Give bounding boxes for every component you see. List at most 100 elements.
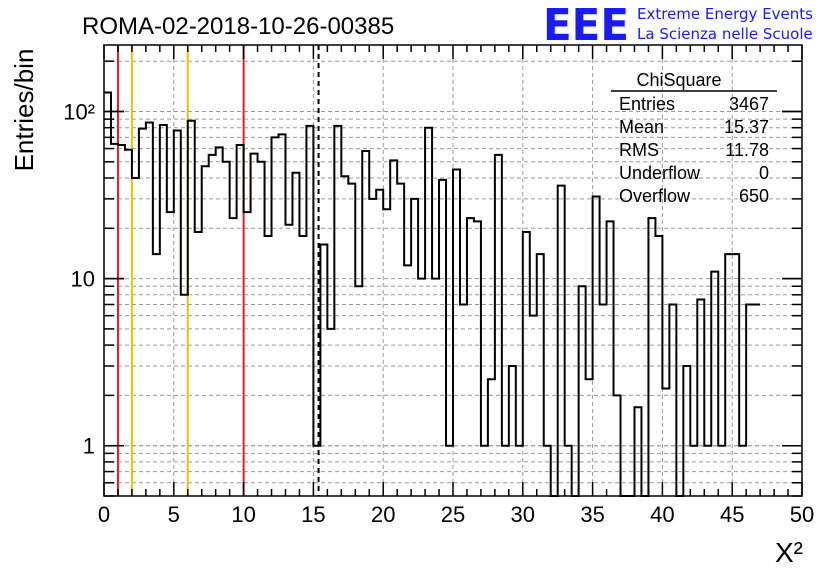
logo-line-2: La Scienza nelle Scuole [637,25,813,43]
histogram-bin [369,199,376,496]
histogram-bin [195,232,202,496]
stats-row-label: Mean [619,117,664,137]
histogram-bin [174,130,181,496]
stats-row-value: 0 [759,163,769,183]
histogram-bin [467,218,474,496]
histogram-bin [132,178,139,496]
x-tick-label: 45 [720,502,744,527]
histogram-outline [104,91,761,497]
x-tick-labels: 0 5 10 15 20 25 30 35 40 45 50 [98,502,814,527]
stats-row-label: Underflow [619,163,701,183]
x-tick-label: 10 [231,502,255,527]
stats-row-value: 650 [739,186,769,206]
histogram-bin [725,254,732,496]
x-tick-label: 50 [790,502,814,527]
histogram-bin [348,184,355,496]
stats-row-label: Entries [619,94,675,114]
reference-lines [116,45,320,496]
histogram-bin [188,121,195,496]
x-tick-label: 30 [511,502,535,527]
histogram-bin [341,176,348,496]
eee-logo: EEE Extreme Energy Events La Scienza nel… [543,0,813,51]
eee-logo-mark: EEE [543,0,629,51]
histogram-bin [334,126,341,496]
y-tick-label: 10 [71,267,95,292]
histogram-bin [488,379,495,496]
stats-row-value: 3467 [729,94,769,114]
histogram-bin [683,366,690,496]
histogram-bin [272,137,279,496]
x-tick-label: 40 [650,502,674,527]
x-tick-label: 35 [580,502,604,527]
histogram-bin [439,180,446,496]
histogram-bin [418,279,425,496]
histogram-bin [753,304,760,496]
histogram-bin [453,169,460,496]
chart-title: ROMA-02-2018-10-26-00385 [82,13,394,40]
histogram-bin [523,232,530,496]
stats-row-value: 15.37 [724,117,769,137]
x-tick-label: 15 [301,502,325,527]
histogram-bin [397,184,404,496]
histogram-bin [118,145,125,496]
histogram-bin [558,186,565,496]
histogram-bin [732,254,739,496]
histogram-bin [425,128,432,496]
stats-box: ChiSquare Entries 3467 Mean 15.37 RMS 11.78 Un… [611,70,777,206]
histogram-bin [230,218,237,496]
histogram-bin [376,190,383,496]
histogram-bin [432,279,439,496]
y-tick-label: 1 [83,434,95,459]
histogram-bin [509,366,516,496]
stats-row-value: 11.78 [725,140,769,160]
stats-row-label: Overflow [619,186,691,206]
y-tick-labels: 1 10 10² [63,99,95,458]
x-axis-label: X² [775,537,803,568]
histogram-bin [362,151,369,496]
histogram-bin [209,155,216,496]
histogram-bin [355,286,362,496]
histogram-bin [320,244,327,496]
histogram-bin [579,286,586,496]
histogram-bin [327,329,334,496]
histogram-bin [746,304,753,496]
histogram-bin [600,304,607,496]
histogram-bin [593,196,600,496]
stats-row-label: RMS [619,140,659,160]
histogram-bin [669,304,676,496]
histogram-bin [160,125,167,496]
histogram-bin [111,144,118,496]
x-tick-label: 5 [168,502,180,527]
histogram-bin [648,218,655,496]
histogram-bin [586,379,593,496]
histogram-bin [251,154,258,496]
histogram-bin [153,254,160,496]
histogram-bin [279,134,286,496]
histogram-bin [285,225,292,496]
histogram-bin [237,145,244,496]
x-tick-label: 0 [98,502,110,527]
histogram-bin [474,221,481,496]
logo-line-1: Extreme Energy Events [637,5,813,23]
histogram-bin [292,173,299,496]
histogram-bin [202,166,209,496]
histogram-bin [607,221,614,496]
histogram-bin [125,150,132,496]
histogram-bin [139,129,146,496]
axis-ticks [103,45,803,497]
histogram-bin [216,147,223,496]
stats-title: ChiSquare [636,70,721,90]
y-tick-label: 10² [63,99,95,124]
y-axis-label: Entries/bin [9,49,39,172]
x-tick-label: 20 [371,502,395,527]
histogram-bin [662,388,669,496]
histogram-bin [411,199,418,496]
histogram-bin [537,254,544,496]
histogram-bin [306,126,313,496]
histogram-bin [460,304,467,496]
stats-rows: Entries 3467 Mean 15.37 RMS 11.78 Underflow 0 Ov… [619,94,769,206]
histogram-bin [495,155,502,496]
x-tick-label: 25 [441,502,465,527]
histogram-bin [530,316,537,496]
